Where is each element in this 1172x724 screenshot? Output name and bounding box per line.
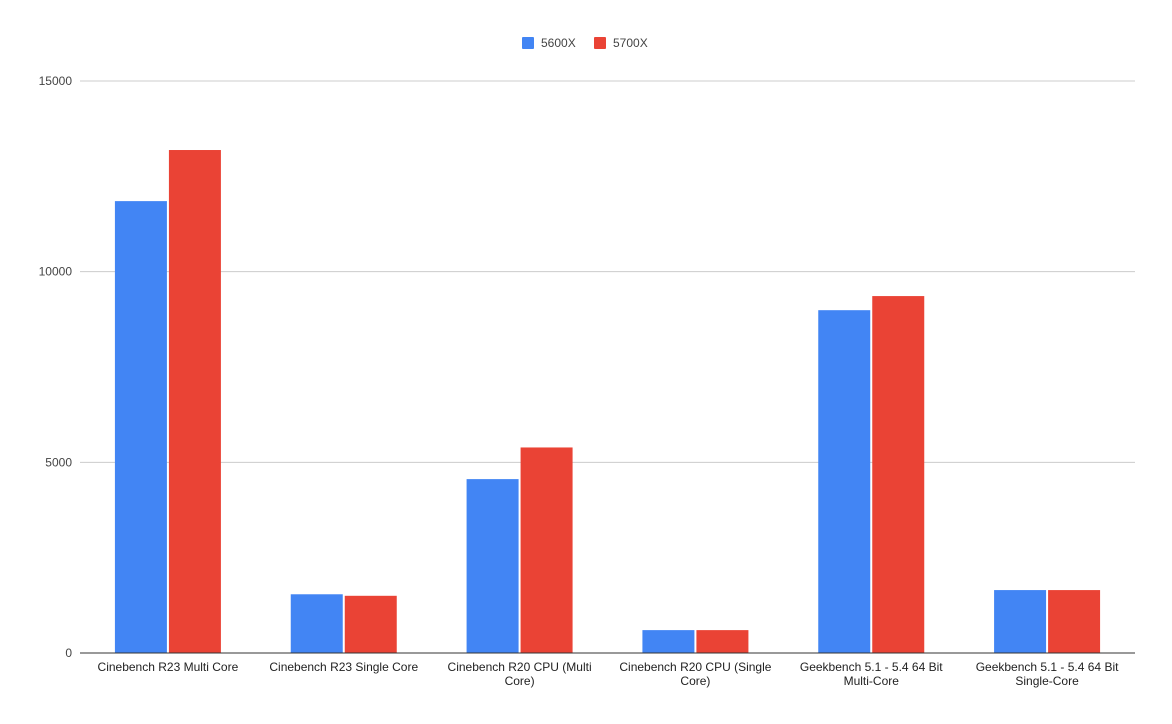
bar-5600x-6 — [994, 590, 1047, 653]
bar-5600x-5 — [818, 310, 871, 653]
x-category-label: Cinebench R23 Single Core — [269, 660, 418, 674]
y-tick-label: 15000 — [39, 74, 73, 88]
bar-5600x-3 — [466, 479, 519, 653]
x-category-label: Cinebench R20 CPU (Single Core) — [619, 660, 771, 688]
bar-5700x-2 — [344, 595, 397, 653]
bar-5700x-1 — [168, 150, 221, 653]
x-category-label: Geekbench 5.1 - 5.4 64 Bit Single-Core — [976, 660, 1119, 688]
bar-5700x-5 — [872, 296, 925, 653]
bar-5700x-3 — [520, 447, 573, 653]
bar-5700x-6 — [1048, 590, 1101, 653]
x-category-label: Geekbench 5.1 - 5.4 64 Bit Multi-Core — [800, 660, 943, 688]
bar-5600x-4 — [642, 630, 695, 653]
legend-swatch-5600x — [522, 37, 534, 49]
gridlines — [80, 80, 1135, 463]
x-category-label: Cinebench R20 CPU (Multi Core) — [448, 660, 592, 688]
y-tick-label: 5000 — [45, 455, 72, 469]
x-category-label: Cinebench R23 Multi Core — [98, 660, 239, 674]
bar-5600x-1 — [114, 201, 167, 653]
y-tick-label: 10000 — [39, 265, 73, 279]
legend-label-5600x: 5600X — [541, 36, 576, 50]
legend-label-5700x: 5700X — [613, 36, 648, 50]
bar-5700x-4 — [696, 630, 749, 653]
bar-5600x-2 — [290, 594, 343, 653]
bars — [114, 150, 1101, 653]
legend-swatch-5700x — [594, 37, 606, 49]
y-tick-label: 0 — [65, 646, 72, 660]
legend: 5600X 5700X — [522, 36, 648, 50]
